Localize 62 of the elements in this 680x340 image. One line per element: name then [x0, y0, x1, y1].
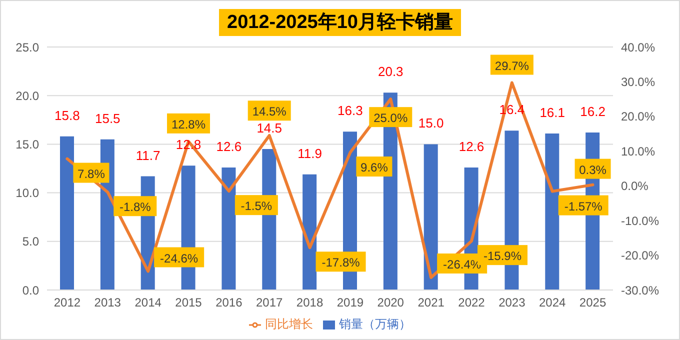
data-label: 11.9 — [298, 146, 322, 161]
y2-tick-label: 20.0% — [621, 110, 656, 124]
data-label: -1.57% — [564, 199, 603, 214]
data-label: 12.6 — [216, 139, 242, 154]
chart-title: 2012-2025年10月轻卡销量 — [219, 9, 461, 36]
bar — [302, 174, 317, 290]
x-tick-label: 2014 — [134, 296, 162, 310]
data-label: 16.3 — [338, 103, 363, 118]
x-tick-label: 2022 — [458, 296, 486, 310]
x-tick-label: 2025 — [579, 296, 606, 310]
y2-tick-label: 40.0% — [621, 40, 656, 54]
data-label: 7.8% — [78, 166, 106, 181]
y-tick-label: 0.0 — [22, 283, 40, 298]
data-label: 25.0% — [374, 111, 408, 126]
x-tick-label: 2012 — [54, 296, 81, 310]
data-label: 14.5% — [252, 104, 287, 119]
data-label: 12.6 — [458, 139, 484, 154]
y2-tick-label: -20.0% — [621, 248, 660, 263]
data-label: 15.0 — [418, 116, 444, 131]
x-tick-label: 2013 — [94, 296, 122, 310]
data-label: -1.5% — [240, 199, 272, 214]
data-label: 16.2 — [580, 104, 606, 120]
x-tick-label: 2015 — [175, 296, 202, 310]
y-tick-label: 20.0 — [16, 88, 40, 103]
x-tick-label: 2024 — [539, 296, 566, 310]
y-tick-label: 10.0 — [16, 186, 40, 200]
y2-tick-label: 0.0% — [621, 179, 649, 194]
data-label: -1.8% — [119, 200, 152, 214]
y-tick-label: 5.0 — [22, 234, 40, 249]
y2-tick-label: -30.0% — [621, 283, 660, 298]
bar — [222, 168, 236, 290]
legend-label: 同比增长 — [265, 317, 313, 331]
bar — [424, 144, 438, 290]
bar — [60, 136, 74, 290]
bar — [545, 134, 560, 290]
x-tick-label: 2017 — [256, 296, 284, 310]
y-tick-label: 25.0 — [16, 40, 40, 54]
data-label: 20.3 — [378, 64, 404, 80]
data-label: -15.9% — [483, 249, 522, 264]
y2-tick-label: 30.0% — [621, 74, 656, 89]
data-label: 0.3% — [579, 162, 607, 177]
data-label: -26.4% — [443, 258, 482, 272]
legend-label: 销量（万辆） — [339, 317, 411, 331]
data-label: 15.8 — [54, 108, 80, 123]
data-label: -24.6% — [160, 251, 198, 266]
data-label: 12.8% — [171, 117, 206, 132]
data-label: 9.6% — [360, 160, 388, 175]
x-tick-label: 2019 — [336, 296, 364, 310]
data-label: 29.7% — [494, 58, 530, 73]
data-label: 11.7 — [136, 148, 160, 163]
y2-tick-label: -10.0% — [621, 214, 660, 228]
data-label: 14.5 — [256, 120, 282, 136]
data-label: 15.5 — [94, 110, 120, 126]
x-tick-label: 2020 — [377, 296, 404, 310]
data-label: -17.8% — [322, 256, 360, 270]
y2-tick-label: 10.0% — [621, 144, 656, 158]
y-tick-label: 15.0 — [16, 137, 40, 152]
data-label: 16.1 — [540, 104, 566, 120]
x-tick-label: 2016 — [216, 296, 243, 310]
x-tick-label: 2021 — [418, 296, 445, 310]
x-tick-label: 2023 — [498, 296, 526, 310]
x-tick-label: 2018 — [296, 296, 324, 310]
